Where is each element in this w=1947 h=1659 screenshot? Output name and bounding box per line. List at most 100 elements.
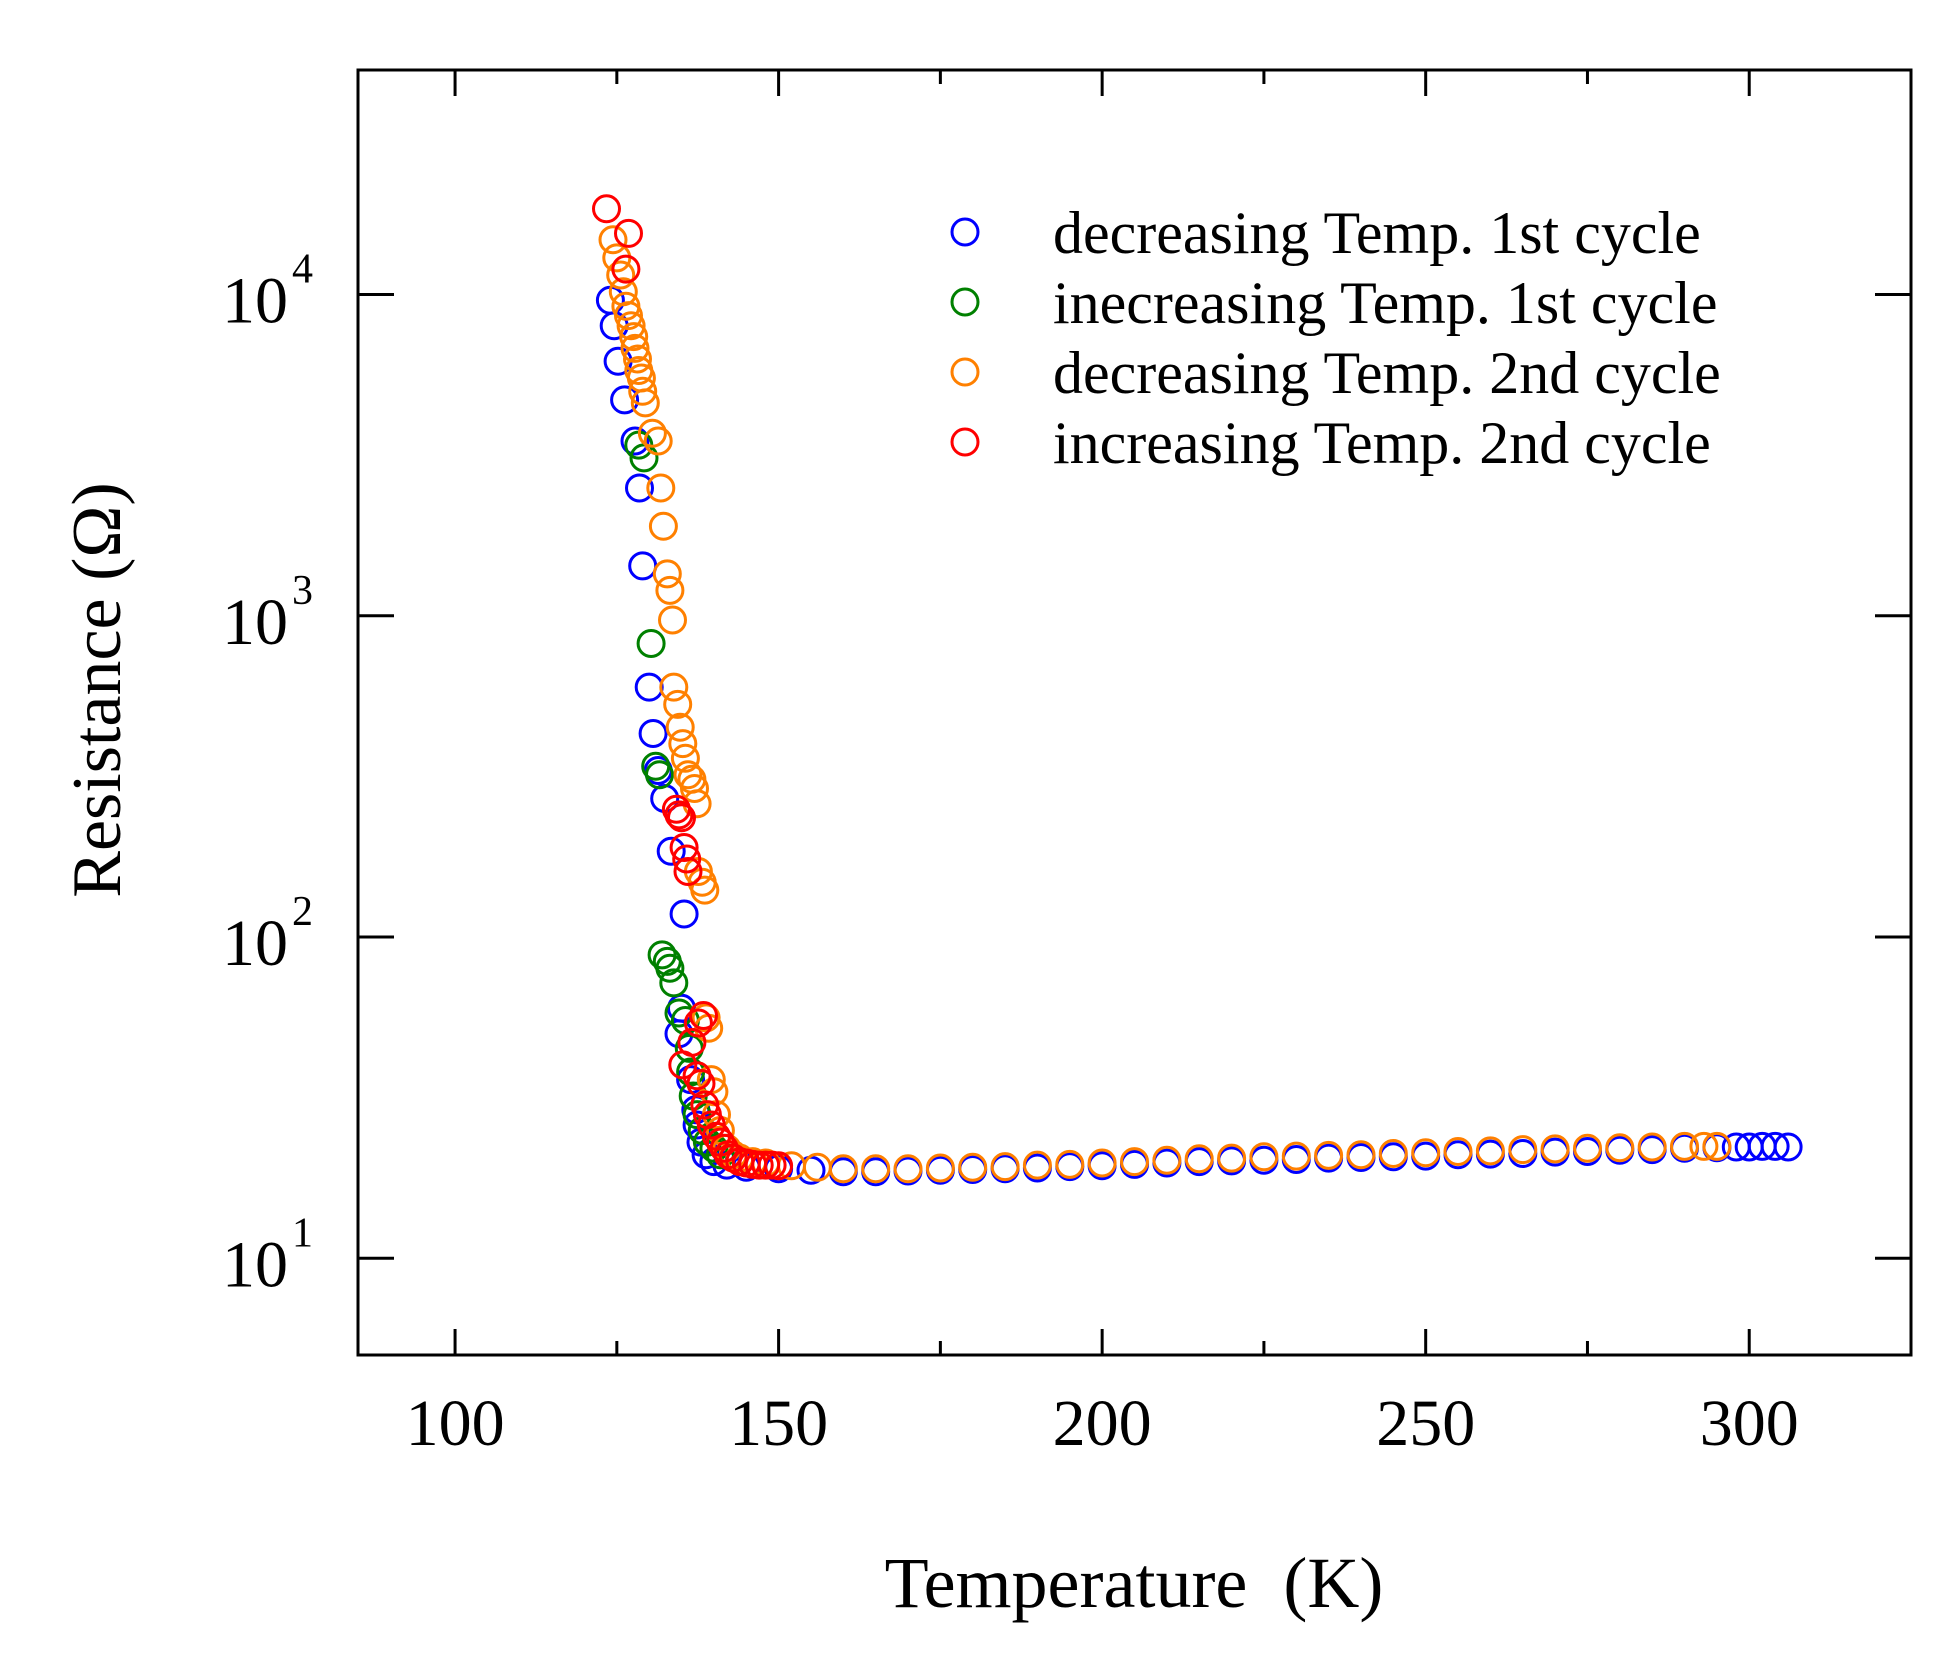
data-point: [592, 194, 621, 224]
data-point: [1346, 1140, 1376, 1170]
y-tick-label: 10 2: [222, 889, 313, 980]
data-point: [958, 1152, 988, 1182]
x-axis-label: Temperature (K): [885, 1543, 1384, 1623]
y-tick-label-base: 10: [222, 1228, 288, 1301]
legend-label: inecreasing Temp. 1st cycle: [1053, 270, 1717, 336]
data-point: [638, 719, 668, 748]
legend-label: decreasing Temp. 2nd cycle: [1053, 340, 1721, 406]
data-point: [686, 1069, 716, 1098]
y-tick-label-exponent: 2: [292, 889, 313, 935]
data-point: [620, 426, 650, 456]
data-point: [646, 473, 676, 503]
data-point: [655, 953, 685, 983]
data-point: [636, 629, 666, 658]
data-point: [634, 672, 664, 702]
data-point: [610, 385, 640, 415]
data-point: [669, 899, 699, 929]
data-point: [616, 311, 646, 341]
data-point: [656, 836, 686, 866]
data-point: [625, 473, 654, 503]
legend-marker: [950, 427, 980, 457]
series-group: [624, 430, 735, 1170]
data-point: [925, 1153, 955, 1183]
data-point: [718, 1143, 748, 1173]
y-tick-label-exponent: 1: [292, 1210, 313, 1256]
legend-marker: [950, 287, 980, 317]
data-point: [652, 559, 682, 589]
series-group: [592, 194, 794, 1181]
data-point: [1249, 1142, 1279, 1172]
data-point: [672, 844, 702, 874]
x-tick-label: 150: [729, 1387, 828, 1460]
data-point: [623, 344, 652, 374]
data-point: [665, 712, 695, 742]
data-point: [663, 689, 693, 719]
data-point: [1605, 1133, 1635, 1163]
y-tick-label-base: 10: [222, 265, 288, 338]
y-tick-label-exponent: 4: [292, 247, 313, 293]
data-point: [744, 1150, 774, 1180]
data-point: [637, 418, 667, 448]
data-point: [645, 760, 674, 790]
data-point: [643, 426, 673, 456]
data-point: [828, 1154, 858, 1184]
data-point: [670, 743, 700, 773]
x-tick-label: 200: [1053, 1387, 1152, 1460]
data-point: [655, 575, 685, 605]
data-point: [680, 774, 709, 803]
data-point: [664, 800, 694, 830]
x-tick-label: 250: [1376, 1387, 1475, 1460]
data-point: [893, 1156, 923, 1186]
data-point: [1022, 1150, 1052, 1180]
data-point: [648, 511, 678, 541]
legend-marker: [950, 357, 980, 387]
data-point: [1573, 1133, 1602, 1163]
data-point: [1281, 1141, 1311, 1171]
data-point: [1055, 1152, 1085, 1182]
data-point: [673, 760, 703, 790]
y-tick-label: 10 4: [222, 247, 313, 338]
data-points: [592, 194, 1803, 1187]
legend-label: increasing Temp. 2nd cycle: [1053, 410, 1711, 476]
data-point: [1411, 1138, 1441, 1168]
data-point: [990, 1152, 1020, 1182]
y-tick-label-base: 10: [222, 907, 288, 980]
y-tick-label: 10 3: [222, 568, 313, 659]
data-point: [1378, 1139, 1408, 1168]
data-point: [628, 376, 658, 406]
x-tick-label: 100: [406, 1387, 505, 1460]
plot-frame: [356, 68, 1913, 1357]
data-point: [628, 551, 658, 581]
data-point: [1217, 1143, 1247, 1173]
data-point: [1314, 1140, 1344, 1170]
data-point: [1702, 1131, 1732, 1161]
data-point: [1689, 1131, 1719, 1161]
data-point: [667, 803, 696, 833]
y-tick-label-exponent: 3: [292, 568, 313, 614]
legend-marker: [950, 217, 980, 247]
data-point: [893, 1154, 923, 1184]
data-point: [683, 1008, 713, 1038]
data-point: [1637, 1132, 1667, 1162]
data-point: [1055, 1149, 1085, 1179]
data-point: [659, 672, 689, 702]
data-point: [658, 605, 687, 635]
axis-ticks: [358, 70, 1911, 1355]
data-point: [611, 254, 641, 284]
legend-label: decreasing Temp. 1st cycle: [1053, 200, 1701, 266]
y-tick-label-base: 10: [222, 586, 288, 659]
data-point: [659, 968, 689, 998]
data-point: [690, 875, 720, 905]
y-axis-label: Resistance (Ω): [59, 482, 136, 898]
data-point: [1120, 1147, 1149, 1177]
data-point: [705, 1140, 735, 1170]
data-point: [1184, 1144, 1214, 1174]
data-point: [1475, 1136, 1505, 1166]
data-point: [1087, 1148, 1117, 1178]
data-point: [630, 388, 660, 418]
data-point: [958, 1155, 988, 1184]
data-point: [668, 729, 698, 759]
